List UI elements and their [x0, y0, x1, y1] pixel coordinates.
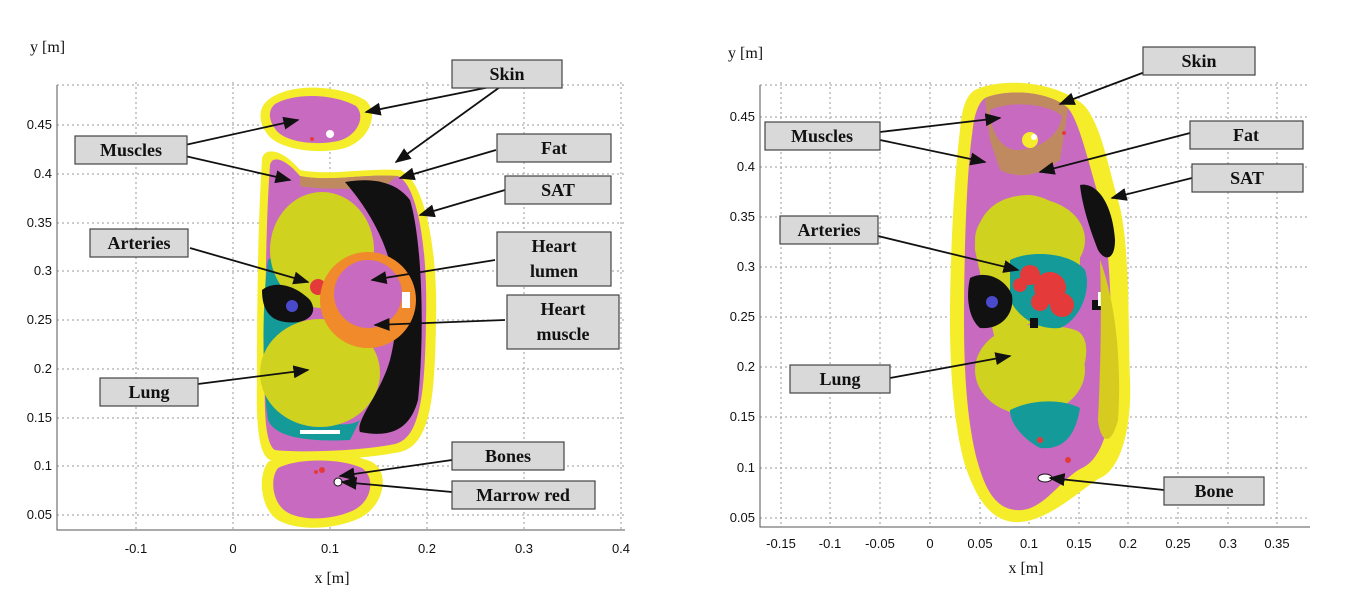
- svg-text:Heart: Heart: [541, 299, 586, 319]
- svg-text:Lung: Lung: [128, 382, 169, 402]
- left-label-muscles: Muscles: [74, 135, 188, 165]
- right-label-skin: Skin: [1142, 46, 1256, 76]
- svg-text:Arteries: Arteries: [798, 220, 861, 240]
- right-anatomy: [950, 82, 1131, 523]
- left-y-ticks: 0.05 0.1 0.15 0.2 0.25 0.3 0.35 0.4 0.45: [27, 117, 52, 522]
- x-tick: 0.4: [612, 541, 630, 556]
- y-tick: 0.15: [730, 409, 755, 424]
- left-label-heart-lumen: Heart lumen: [496, 231, 612, 287]
- right-x-ticks: -0.15 -0.1 -0.05 0 0.05 0.1 0.15 0.2 0.2…: [766, 536, 1289, 551]
- y-tick: 0.4: [34, 166, 52, 181]
- right-axes-frame: [759, 85, 1310, 528]
- x-tick: -0.05: [865, 536, 895, 551]
- y-tick: 0.35: [27, 215, 52, 230]
- svg-text:Marrow red: Marrow red: [476, 485, 570, 505]
- right-label-muscles: Muscles: [764, 121, 881, 151]
- svg-text:Skin: Skin: [1181, 51, 1216, 71]
- right-y-axis-label: y [m]: [728, 45, 763, 62]
- x-tick: 0.35: [1264, 536, 1289, 551]
- y-tick: 0.15: [27, 410, 52, 425]
- svg-text:Lung: Lung: [819, 369, 860, 389]
- x-tick: 0.1: [321, 541, 339, 556]
- y-tick: 0.2: [34, 361, 52, 376]
- right-panel: -0.15 -0.1 -0.05 0 0.05 0.1 0.15 0.2 0.2…: [728, 45, 1310, 577]
- right-label-bone: Bone: [1163, 476, 1265, 506]
- svg-text:Fat: Fat: [1233, 125, 1259, 145]
- x-tick: 0: [229, 541, 236, 556]
- y-tick: 0.05: [27, 507, 52, 522]
- left-label-heart-muscle: Heart muscle: [506, 294, 620, 350]
- left-label-sat: SAT: [504, 175, 612, 205]
- y-tick: 0.3: [737, 259, 755, 274]
- svg-text:Heart: Heart: [532, 236, 577, 256]
- svg-text:Skin: Skin: [489, 64, 524, 84]
- left-label-arteries: Arteries: [89, 228, 189, 258]
- x-tick: 0: [926, 536, 933, 551]
- svg-text:Arteries: Arteries: [108, 233, 171, 253]
- x-tick: 0.2: [418, 541, 436, 556]
- y-tick: 0.1: [737, 460, 755, 475]
- x-tick: 0.25: [1165, 536, 1190, 551]
- left-x-axis-label: x [m]: [314, 570, 349, 587]
- svg-text:Bone: Bone: [1194, 481, 1233, 501]
- svg-text:lumen: lumen: [530, 261, 578, 281]
- left-label-marrow: Marrow red: [451, 480, 596, 510]
- left-label-fat: Fat: [496, 133, 612, 163]
- svg-text:Muscles: Muscles: [100, 140, 162, 160]
- x-tick: -0.15: [766, 536, 796, 551]
- x-tick: 0.15: [1066, 536, 1091, 551]
- left-arrows: [184, 84, 506, 493]
- y-tick: 0.1: [34, 458, 52, 473]
- x-tick: -0.1: [819, 536, 841, 551]
- y-tick: 0.25: [730, 309, 755, 324]
- right-label-lung: Lung: [789, 364, 891, 394]
- right-y-ticks: 0.05 0.1 0.15 0.2 0.25 0.3 0.35 0.4 0.45: [730, 109, 755, 525]
- y-tick: 0.3: [34, 263, 52, 278]
- x-tick: 0.2: [1119, 536, 1137, 551]
- x-tick: 0.3: [515, 541, 533, 556]
- left-anatomy: [256, 87, 437, 528]
- left-axes-frame: [56, 85, 625, 531]
- svg-text:Bones: Bones: [485, 446, 531, 466]
- x-tick: -0.1: [125, 541, 147, 556]
- y-tick: 0.45: [730, 109, 755, 124]
- left-x-ticks: -0.1 0 0.1 0.2 0.3 0.4: [125, 541, 630, 556]
- x-tick: 0.1: [1020, 536, 1038, 551]
- y-tick: 0.35: [730, 209, 755, 224]
- x-tick: 0.3: [1219, 536, 1237, 551]
- right-label-arteries: Arteries: [779, 215, 879, 245]
- svg-text:Fat: Fat: [541, 138, 567, 158]
- y-tick: 0.45: [27, 117, 52, 132]
- left-y-axis-label: y [m]: [30, 39, 65, 56]
- x-tick: 0.05: [967, 536, 992, 551]
- y-tick: 0.05: [730, 510, 755, 525]
- left-label-skin: Skin: [451, 59, 563, 89]
- y-tick: 0.25: [27, 312, 52, 327]
- svg-text:SAT: SAT: [541, 180, 575, 200]
- right-x-axis-label: x [m]: [1008, 560, 1043, 577]
- right-label-sat: SAT: [1191, 163, 1304, 193]
- y-tick: 0.4: [737, 159, 755, 174]
- right-label-fat: Fat: [1189, 120, 1304, 150]
- left-label-bones: Bones: [451, 441, 565, 471]
- svg-text:muscle: muscle: [537, 324, 590, 344]
- y-tick: 0.2: [737, 359, 755, 374]
- svg-text:Muscles: Muscles: [791, 126, 853, 146]
- left-label-lung: Lung: [99, 377, 199, 407]
- svg-text:SAT: SAT: [1230, 168, 1264, 188]
- right-arrows: [877, 71, 1193, 491]
- left-panel: -0.1 0 0.1 0.2 0.3 0.4 0.05 0.1 0.15 0.2…: [27, 39, 630, 587]
